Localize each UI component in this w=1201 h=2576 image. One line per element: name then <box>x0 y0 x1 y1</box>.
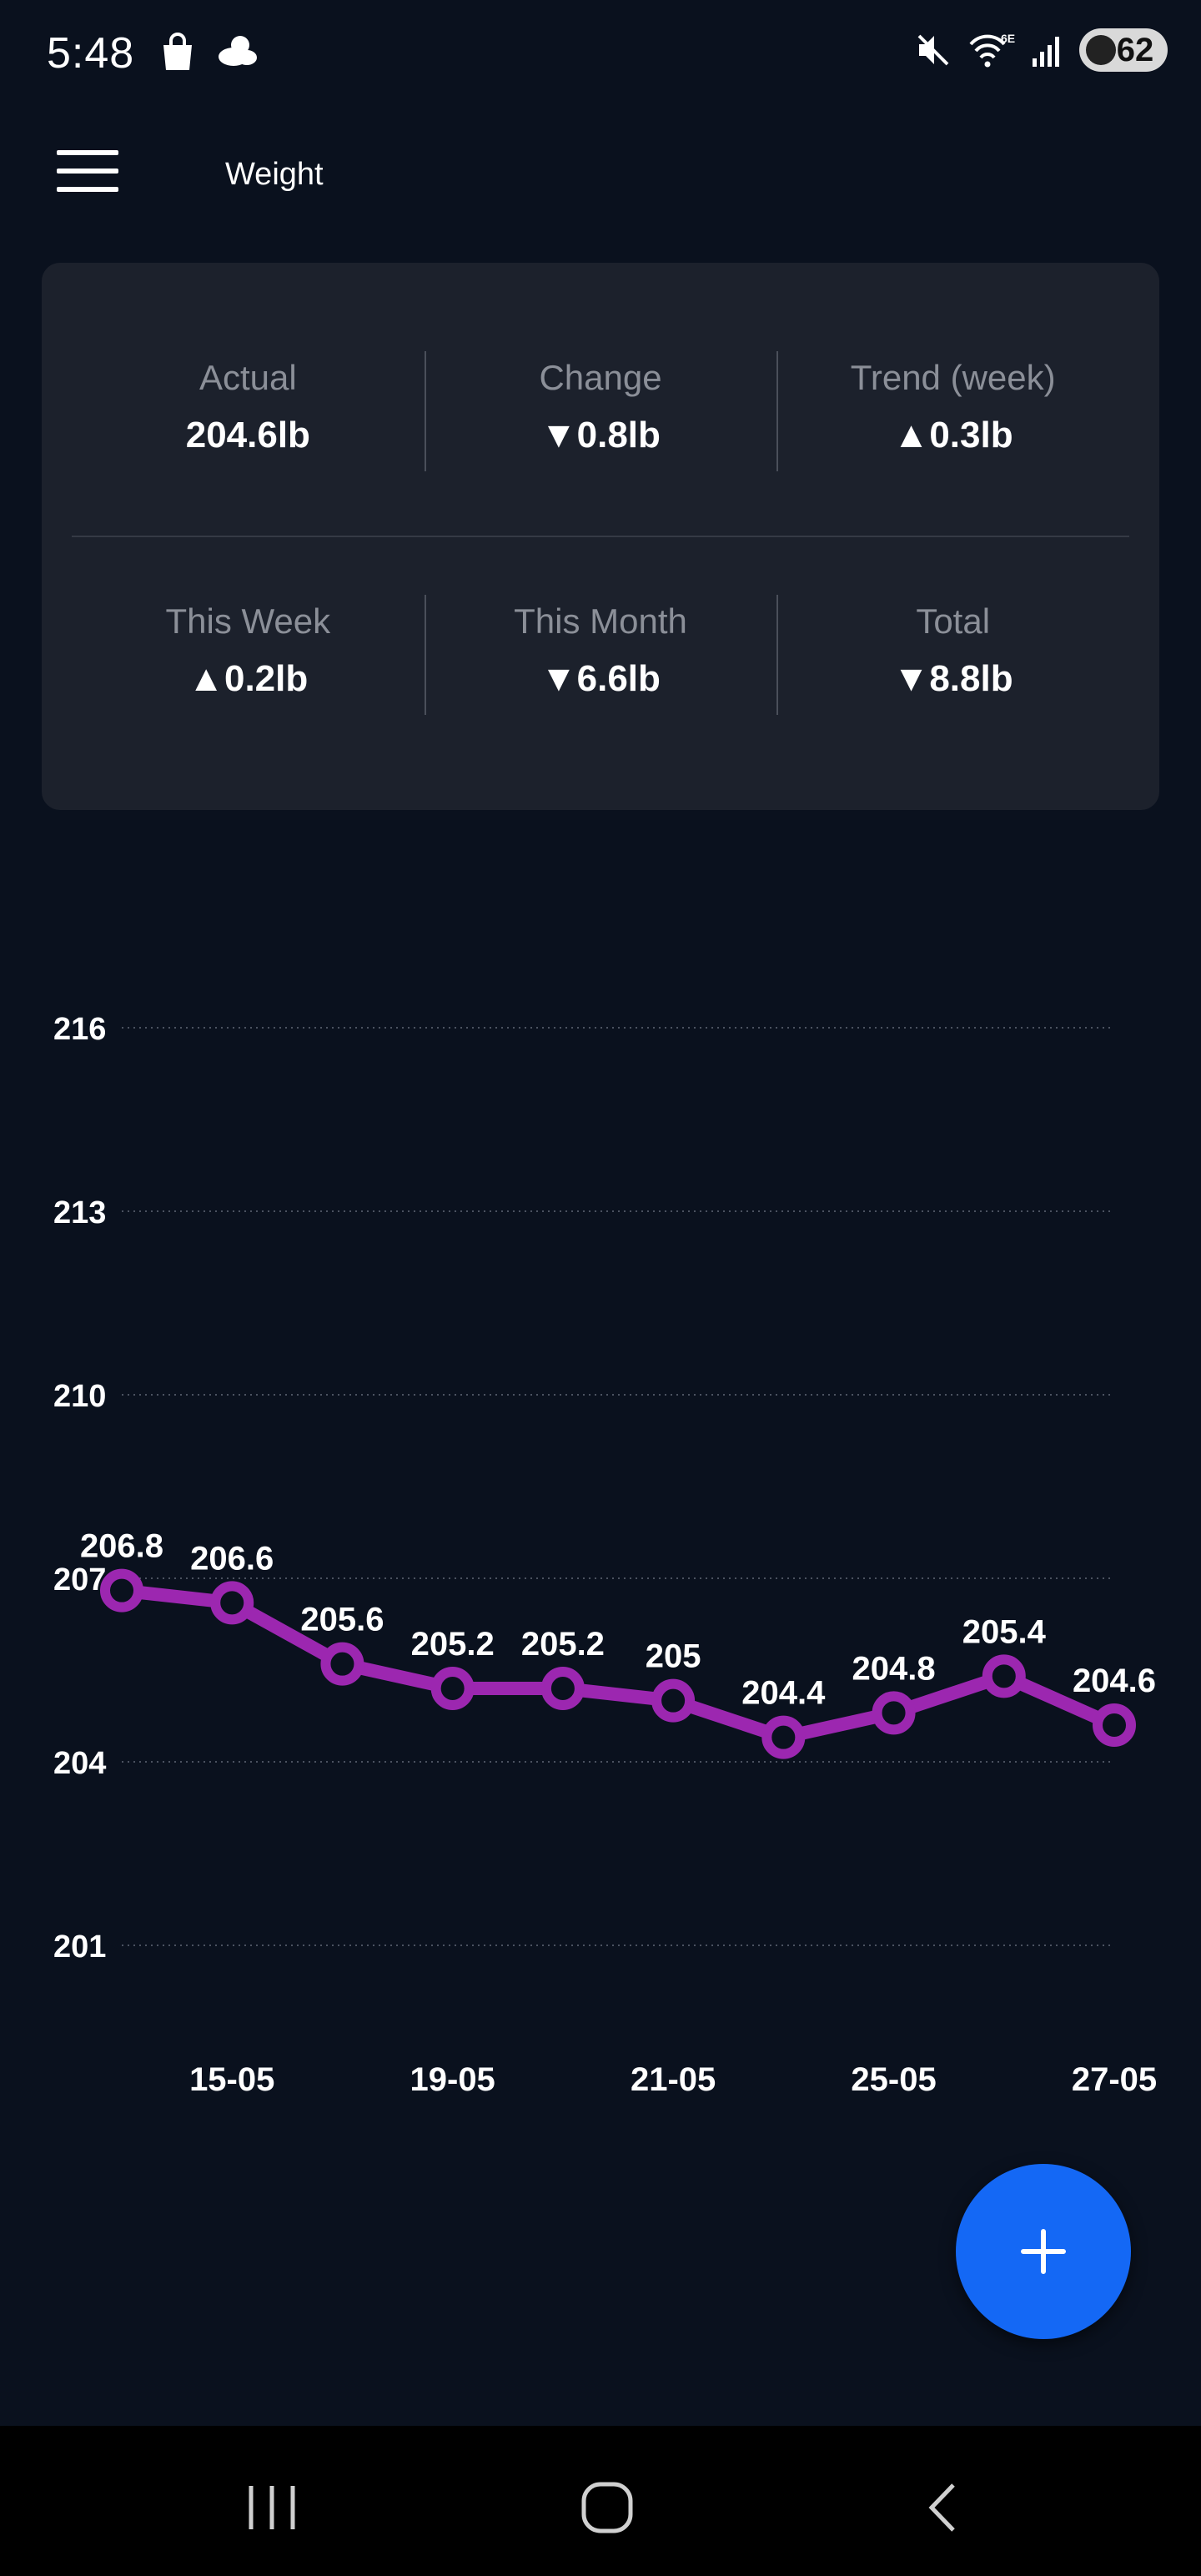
data-point <box>210 1581 254 1625</box>
shopping-bag-icon <box>163 33 192 70</box>
data-point <box>430 1667 475 1710</box>
stat-value: ▲0.2lb <box>188 658 309 699</box>
stat-value: ▼0.8lb <box>540 415 661 455</box>
stat-this-week: This Week ▲0.2lb <box>72 598 425 723</box>
stat-value: ▼6.6lb <box>540 658 661 699</box>
stat-label: Trend (week) <box>850 358 1056 397</box>
data-label: 204.8 <box>852 1650 936 1687</box>
back-button[interactable] <box>892 2474 992 2541</box>
svg-text:6E: 6E <box>1001 32 1015 45</box>
x-tick-label: 15-05 <box>189 2061 274 2098</box>
plus-icon <box>1021 2229 1066 2274</box>
add-entry-button[interactable] <box>956 2164 1131 2339</box>
data-label: 206.8 <box>80 1528 163 1565</box>
stat-trend-week: Trend (week) ▲0.3lb <box>776 351 1129 480</box>
y-tick-label: 216 <box>53 1012 106 1047</box>
data-label: 205.4 <box>962 1613 1047 1650</box>
data-point <box>540 1667 585 1710</box>
data-label: 204.6 <box>1073 1663 1156 1699</box>
data-label: 205.2 <box>521 1626 605 1663</box>
stat-label: This Month <box>514 601 687 641</box>
stat-label: Total <box>916 601 991 641</box>
recent-apps-button[interactable] <box>222 2474 322 2541</box>
battery-indicator: 62 <box>1079 28 1168 72</box>
status-time: 5:48 <box>47 29 135 78</box>
data-label: 204.4 <box>741 1675 826 1712</box>
power-saving-icon <box>1086 35 1116 65</box>
hamburger-menu-icon <box>57 150 118 192</box>
stat-total: Total ▼8.8lb <box>776 595 1129 723</box>
data-label: 205 <box>646 1638 701 1675</box>
stat-label: This Week <box>165 601 331 641</box>
stats-row-2: This Week ▲0.2lb This Month ▼6.6lb Total… <box>72 595 1129 723</box>
stat-label: Change <box>539 358 662 397</box>
y-tick-label: 207 <box>53 1562 106 1597</box>
data-label: 205.6 <box>300 1602 384 1638</box>
data-point <box>100 1568 143 1613</box>
home-button[interactable] <box>557 2474 657 2541</box>
y-tick-label: 210 <box>53 1379 106 1414</box>
stat-change: Change ▼0.8lb <box>424 351 777 480</box>
data-point <box>872 1691 916 1735</box>
stat-value: ▼8.8lb <box>892 658 1013 699</box>
app-bar: Weight <box>0 125 1201 225</box>
data-label: 205.2 <box>411 1626 495 1663</box>
x-tick-label: 19-05 <box>410 2061 495 2098</box>
x-tick-label: 27-05 <box>1072 2061 1157 2098</box>
data-point <box>320 1642 364 1686</box>
stat-label: Actual <box>198 358 297 397</box>
weight-line-chart: 216 213 210 207 204 201 206.8 206.6 205.6 205.2 20… <box>53 1012 1157 2098</box>
recent-apps-icon <box>249 2486 295 2529</box>
page-title: Weight <box>225 157 324 192</box>
data-point <box>761 1715 806 1759</box>
y-tick-label: 213 <box>53 1195 106 1230</box>
x-tick-label: 21-05 <box>631 2061 716 2098</box>
stats-row-1: Actual 204.6lb Change ▼0.8lb Trend (week… <box>72 351 1129 480</box>
data-point <box>651 1678 696 1723</box>
data-point <box>1093 1703 1136 1747</box>
data-point <box>982 1654 1026 1698</box>
y-tick-label: 201 <box>53 1929 106 1965</box>
weather-cloud-icon <box>219 36 257 66</box>
stat-value: 204.6lb <box>185 415 310 455</box>
signal-icon <box>1033 37 1059 67</box>
card-divider <box>72 536 1129 537</box>
stat-this-month: This Month ▼6.6lb <box>424 595 777 723</box>
back-icon <box>928 2483 955 2532</box>
weight-chart[interactable]: 216 213 210 207 204 201 206.8 206.6 205.6 205.2 20… <box>0 984 1201 2102</box>
y-tick-label: 204 <box>53 1746 106 1781</box>
system-nav-bar <box>0 2426 1201 2576</box>
status-bar: 5:48 6E 62 <box>0 0 1201 108</box>
stat-value: ▲0.3lb <box>892 415 1013 455</box>
stat-actual: Actual 204.6lb <box>72 355 425 480</box>
data-label: 206.6 <box>190 1540 274 1577</box>
weight-series-line <box>115 1583 1121 1744</box>
wifi-6e-icon: 6E <box>969 32 1015 68</box>
x-tick-label: 25-05 <box>851 2061 936 2098</box>
battery-level: 62 <box>1116 31 1154 68</box>
stats-card: Actual 204.6lb Change ▼0.8lb Trend (week… <box>42 263 1159 810</box>
menu-button[interactable] <box>57 150 118 197</box>
home-icon <box>581 2482 633 2533</box>
mute-icon <box>917 34 949 66</box>
